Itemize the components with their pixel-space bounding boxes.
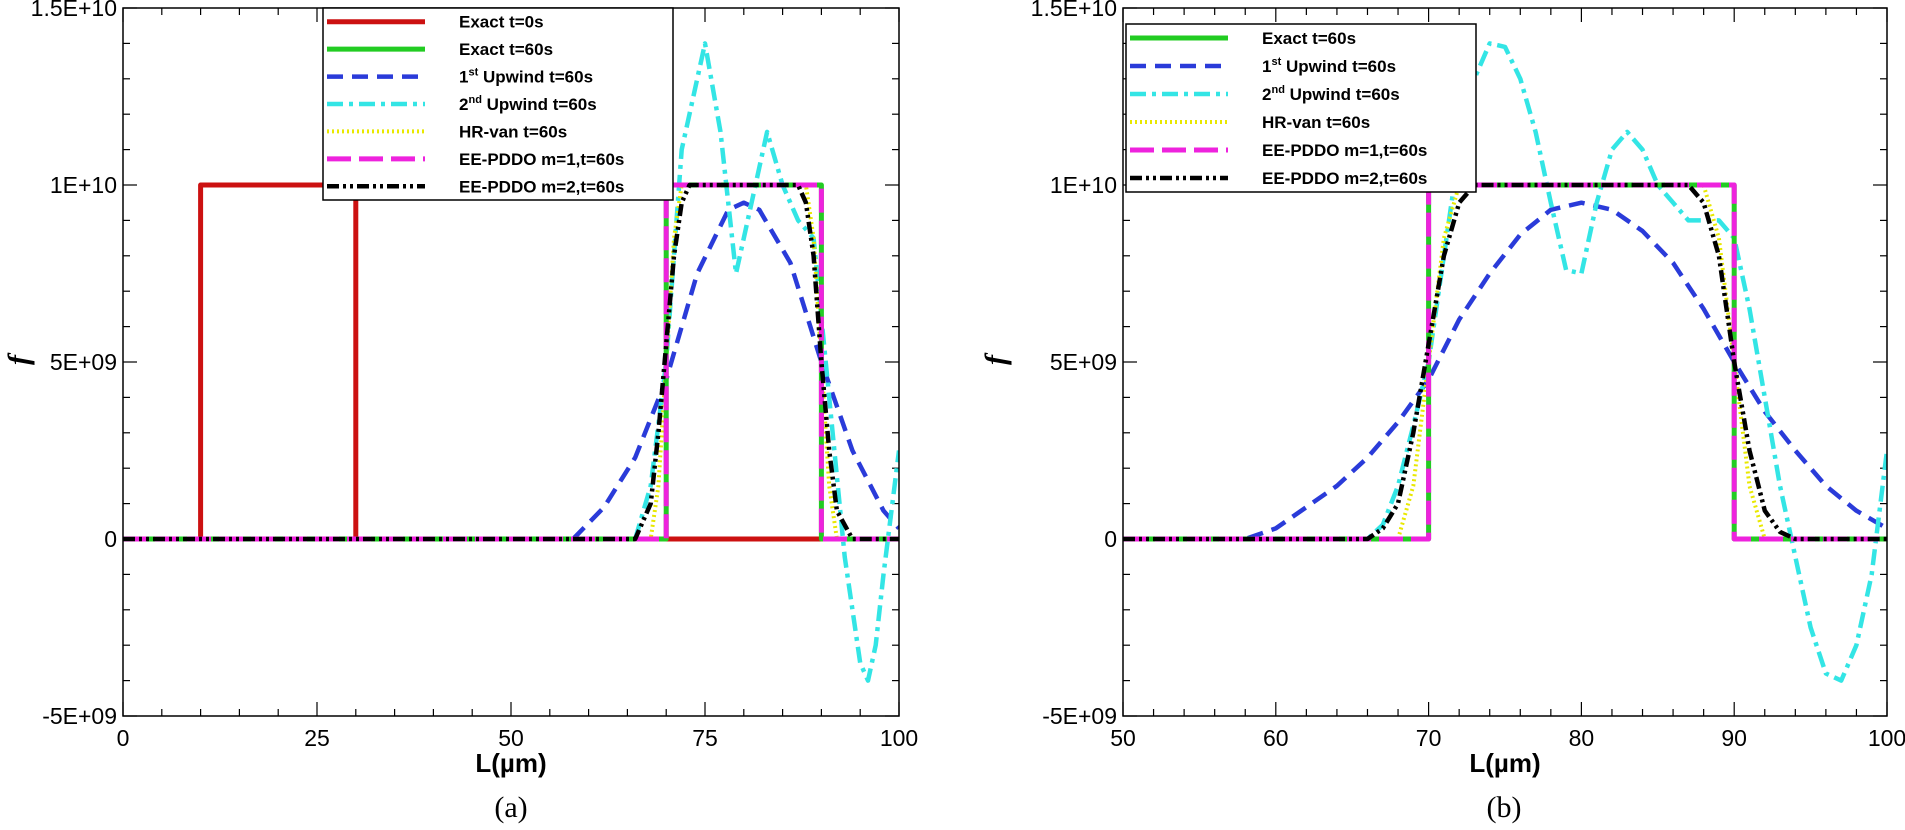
- legend-entry-hr: HR-van t=60s: [1262, 113, 1370, 132]
- x-tick-label: 90: [1721, 725, 1747, 751]
- x-tick-label: 75: [692, 725, 718, 751]
- x-tick-label: 100: [880, 725, 918, 751]
- legend-entry-exact60: Exact t=60s: [1262, 29, 1356, 48]
- x-tick-label: 100: [1868, 725, 1905, 751]
- x-axis-label: L(µm): [475, 748, 546, 778]
- series-line-up1: [1123, 200, 1887, 542]
- legend-entry-hr: HR-van t=60s: [459, 122, 567, 141]
- x-tick-label: 0: [117, 725, 130, 751]
- y-axis-label: f: [2, 352, 35, 365]
- x-tick-label: 25: [304, 725, 330, 751]
- panel-a: 0 25 50 75 100-5E+0905E+091E+101.5E+10L(µm)f…: [2, 0, 918, 824]
- legend-entry-up1: 1st Upwind t=60s: [459, 67, 593, 87]
- series-line-exact60: [123, 182, 899, 542]
- x-tick-label: 60: [1263, 725, 1289, 751]
- legend-entry-up1: 1st Upwind t=60s: [1262, 56, 1396, 76]
- series-line-ee1: [1123, 182, 1887, 542]
- x-tick-label: 80: [1569, 725, 1595, 751]
- legend-entry-ee1: EE-PDDO m=1,t=60s: [1262, 141, 1427, 160]
- x-axis-label: L(µm): [1469, 748, 1540, 778]
- legend-entry-ee2: EE-PDDO m=2,t=60s: [459, 177, 624, 196]
- legend-entry-exact0: Exact t=0s: [459, 13, 544, 32]
- series-line-hr: [1123, 183, 1887, 541]
- x-tick-label: 50: [498, 725, 524, 751]
- legend: Exact t=0s Exact t=60s 1st Upwind t=60s 2nd…: [322, 7, 674, 201]
- legend-entry-ee1: EE-PDDO m=1,t=60s: [459, 150, 624, 169]
- series-line-exact0: [123, 182, 899, 542]
- panel-label: (a): [494, 791, 527, 824]
- y-axis-label: f: [979, 352, 1012, 365]
- y-tick-label: 5E+09: [50, 349, 117, 375]
- y-tick-label: 0: [104, 526, 117, 552]
- axis-ticks: [1122, 7, 1888, 717]
- series-line-hr: [123, 183, 899, 541]
- series-line-ee1: [123, 182, 899, 542]
- legend-box: [1125, 23, 1477, 193]
- x-tick-label: 50: [1110, 725, 1136, 751]
- series-line-exact60: [1123, 182, 1887, 542]
- y-tick-label: 5E+09: [1050, 349, 1117, 375]
- y-tick-label: 1.5E+10: [1031, 0, 1117, 21]
- series-line-ee2: [1123, 182, 1887, 542]
- legend-entry-exact60: Exact t=60s: [459, 40, 553, 59]
- y-tick-label: 1E+10: [1050, 172, 1117, 198]
- legend-entry-up2: 2nd Upwind t=60s: [1262, 84, 1400, 104]
- series-line-up1: [123, 200, 899, 542]
- plot-frame: [1122, 7, 1888, 717]
- panel-b: 50 60 70 80 90 100 -5E+09 0 5E+09 1E+10 1.5E+10 L(µ…: [979, 0, 1905, 824]
- y-tick-label: 1.5E+10: [31, 0, 117, 21]
- x-tick-label: 70: [1416, 725, 1442, 751]
- series-line-ee2: [123, 182, 899, 542]
- legend-entry-up2: 2nd Upwind t=60s: [459, 94, 597, 114]
- plot-area: [1123, 41, 1887, 683]
- y-tick-label: 1E+10: [50, 172, 117, 198]
- panel-label: (b): [1487, 791, 1522, 824]
- y-tick-label: 0: [1104, 526, 1117, 552]
- y-tick-label: -5E+09: [42, 703, 117, 729]
- legend-entry-ee2: EE-PDDO m=2,t=60s: [1262, 169, 1427, 188]
- legend: Exact t=60s 1st Upwind t=60s 2nd Upwind t=…: [1125, 23, 1477, 193]
- y-tick-label: -5E+09: [1042, 703, 1117, 729]
- plot-area: [123, 41, 899, 683]
